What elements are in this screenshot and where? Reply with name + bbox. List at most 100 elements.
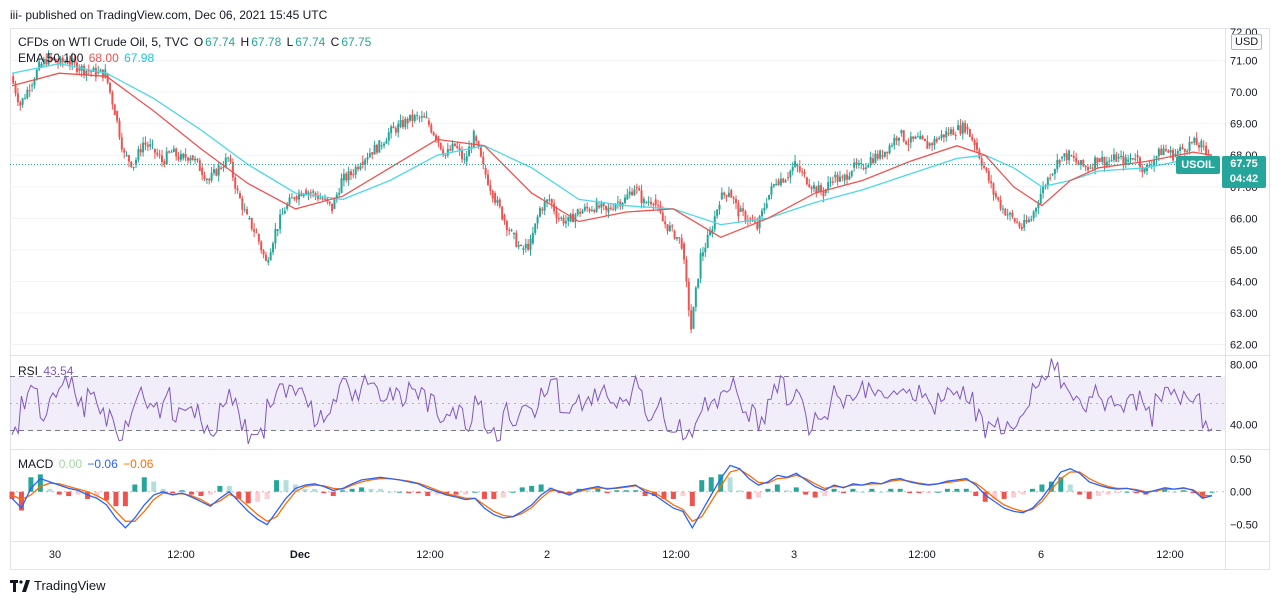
candle-body [548,199,551,201]
candle-body [321,198,324,200]
macd-legend[interactable]: MACD 0.00 −0.06 −0.06 [18,457,155,471]
macd-histogram-bar [538,484,544,492]
candle-body [725,195,728,197]
candle-body [170,151,173,153]
candle-body [657,205,660,207]
candle-body [45,59,48,65]
candle-body [111,92,114,105]
candle-body [595,200,598,212]
macd-histogram-bar [585,490,591,492]
candle-body [607,207,610,213]
macd-histogram-bar [491,491,497,499]
candle-body [210,173,213,181]
candle-body [267,260,270,263]
macd-histogram-bar [75,491,81,495]
candle-body [546,199,549,202]
macd-histogram-bar [897,488,903,492]
macd-histogram-bar [283,480,289,492]
candle-body [619,201,622,207]
candle-body [97,71,100,74]
candle-body [201,167,204,176]
macd-histogram-bar [1200,491,1206,498]
candle-body [890,145,893,147]
candle-body [496,199,499,203]
candle-body [486,174,489,185]
candle-body [567,216,570,222]
candle-body [231,161,234,178]
candle-body [165,151,168,165]
candle-body [123,149,126,153]
candle-body [992,183,995,195]
candle-body [205,179,208,181]
tradingview-logo[interactable]: TradingView [10,578,106,593]
macd-histogram-bar [415,491,421,494]
candle-body [1075,157,1078,163]
candle-body [109,82,112,93]
candle-body [983,165,986,168]
candle-body [1037,203,1040,209]
candle-body [401,120,404,128]
candle-body [990,181,993,184]
candle-body [961,122,964,134]
candle-body [293,197,296,200]
high-label: H [240,35,250,49]
candle-body [94,68,97,77]
candle-body [1134,158,1137,160]
candle-body [222,166,225,168]
macd-pane[interactable]: 0.50 0.00 −0.50 [9,454,1258,532]
candle-body [1141,166,1144,173]
candle-body [647,201,650,203]
candle-body [262,250,265,255]
candle-body [14,83,17,94]
candle-body [378,140,381,153]
candle-body [444,154,447,156]
macd-histogram-bar [264,491,270,499]
candle-body [973,140,976,146]
macd-histogram-bar [926,491,932,494]
rsi-legend[interactable]: RSI 43.54 [18,364,75,378]
price-scale[interactable]: 71.0070.0069.0068.0067.0066.0065.0064.00… [1230,27,1258,352]
candle-body [886,151,889,154]
candle-body [531,232,534,244]
candle-body [534,223,537,233]
candle-body [1001,208,1004,210]
candle-body [104,69,107,78]
candle-body [987,170,990,182]
candle-body [588,208,591,211]
macd-histogram-bar [670,491,676,499]
candle-body [1004,208,1007,216]
macd-histogram-bar [746,491,752,499]
candle-body [997,197,1000,200]
candle-body [739,208,742,213]
rsi-pane[interactable]: 80.00 40.00 [10,358,1258,445]
candle-body [392,126,395,129]
candle-body [153,148,156,153]
candle-body [905,141,908,145]
candle-body [430,124,433,133]
macd-histogram-bar [217,485,223,492]
price-grid [10,60,1225,346]
candle-body [99,69,102,72]
candle-body [217,165,220,176]
candle-body [912,136,915,139]
time-axis[interactable]: 30 12:00 Dec 12:00 2 12:00 3 12:00 6 12:00 [49,549,1184,561]
macd-histogram-bar [1096,491,1102,497]
symbol-legend[interactable]: CFDs on WTI Crude Oil, 5, TVC O 67.74 H 67… [18,35,373,49]
candle-body [810,186,813,189]
currency-button[interactable]: USD [1231,34,1263,50]
candle-body [616,201,619,203]
price-tick-label: 63.00 [1230,308,1258,320]
candle-body [1016,221,1019,223]
candle-body [954,135,957,137]
macd-histogram-bar [689,491,695,507]
macd-histogram-bar [774,484,780,492]
ema-legend[interactable]: EMA 50 100 68.00 67.98 [18,51,156,65]
candle-body [1035,208,1038,212]
candle-body [812,184,815,189]
macd-histogram-bar [812,491,818,498]
candle-body [732,197,735,199]
time-tick-label: 12:00 [167,549,195,561]
macd-histogram-bar [822,491,828,497]
candle-body [220,167,223,169]
